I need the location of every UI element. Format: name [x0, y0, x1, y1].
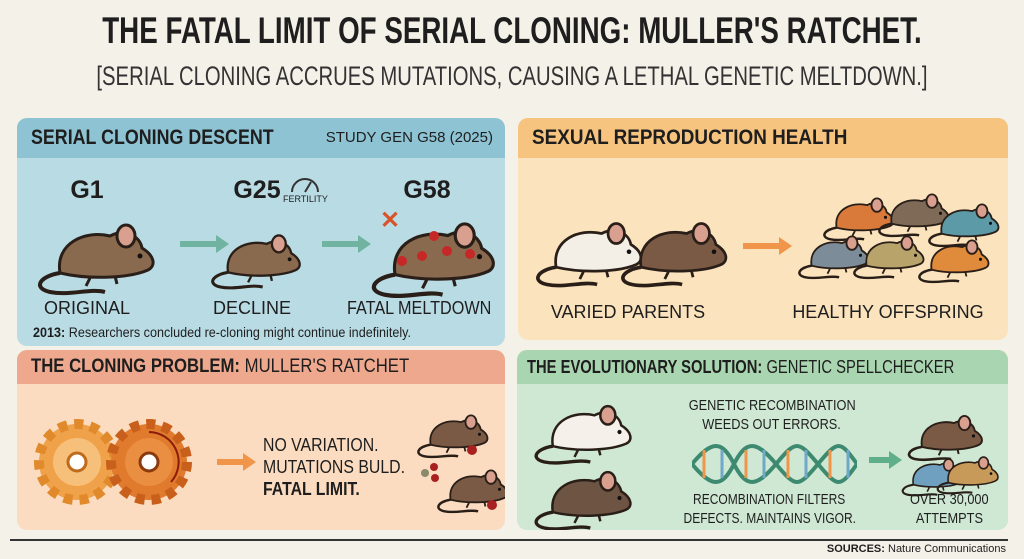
mouse-g58-mutated-icon: [362, 206, 502, 301]
problem-line: NO VARIATION.: [263, 435, 379, 455]
white-mouse-icon: [527, 392, 637, 467]
text-line: OVER 30,000: [909, 491, 989, 508]
dna-helix-icon: [692, 444, 857, 484]
note-year: 2013:: [33, 324, 66, 340]
varied-parents-label: VARIED PARENTS: [550, 302, 706, 322]
evolutionary-solution-title: THE EVOLUTIONARY SOLUTION: GENETIC SPELL…: [527, 357, 954, 378]
mutation-dots-icon: [421, 463, 439, 482]
failure-x-icon: ✕: [380, 207, 401, 234]
problem-text: NO VARIATION. MUTATIONS BULD. FATAL LIMI…: [263, 434, 405, 500]
cloning-problem-panel: THE CLONING PROBLEM: MULLER'S RATCHET NO…: [17, 350, 505, 530]
text-line: DEFECTS. MAINTAINS VIGOR.: [683, 510, 857, 527]
sources: SOURCES: Nature Communications: [827, 543, 1006, 555]
evolutionary-solution-panel: THE EVOLUTIONARY SOLUTION: GENETIC SPELL…: [517, 350, 1008, 530]
mouse-g25-icon: [205, 222, 305, 292]
fertility-badge: FERTILITY: [283, 194, 328, 204]
brown-mouse-icon: [527, 458, 637, 530]
text-line: ATTEMPTS: [915, 510, 983, 527]
text-line: RECOMBINATION FILTERS: [693, 491, 846, 508]
sexual-reproduction-panel: SEXUAL REPRODUCTION HEALTH VARIED PARENT…: [518, 118, 1008, 340]
problem-line: MUTATIONS BULD.: [263, 457, 405, 477]
mutated-mouse-icon: [412, 405, 492, 460]
problem-line-bold: FATAL LIMIT.: [263, 479, 360, 499]
mouse-g1-icon: [30, 208, 160, 298]
attempts-count: OVER 30,000 ATTEMPTS: [895, 490, 1003, 528]
stage-label: DECLINE: [212, 298, 292, 318]
mutated-mouse-icon: [432, 460, 505, 515]
recombination-top-text: GENETIC RECOMBINATION WEEDS OUT ERRORS.: [667, 396, 877, 434]
arrow-right-icon: [322, 235, 371, 253]
gen-label: G58: [403, 176, 451, 204]
ratchet-gears-icon: [34, 419, 192, 505]
serial-cloning-header: SERIAL CLONING DESCENT STUDY GEN G58 (20…: [17, 118, 505, 158]
sources-label: SOURCES:: [826, 543, 885, 555]
stage-label: ORIGINAL: [43, 298, 131, 318]
evolutionary-solution-header: THE EVOLUTIONARY SOLUTION: GENETIC SPELL…: [517, 350, 1008, 384]
study-gen-label: STUDY GEN G58 (2025): [325, 129, 493, 146]
arrow-right-icon: [869, 451, 902, 469]
arrow-right-icon: [217, 453, 256, 471]
fertility-gauge-icon: [291, 178, 319, 193]
note-text: Researchers concluded re-cloning might c…: [65, 324, 411, 340]
arrow-right-icon: [180, 235, 229, 253]
gen-label: G1: [70, 176, 104, 204]
footer-divider: [10, 539, 1008, 541]
sexual-reproduction-title: SEXUAL REPRODUCTION HEALTH: [532, 126, 848, 149]
cloning-problem-title: THE CLONING PROBLEM: MULLER'S RATCHET: [31, 356, 409, 378]
text-line: WEEDS OUT ERRORS.: [702, 416, 842, 433]
header-light: GENETIC SPELLCHECKER: [762, 357, 955, 377]
text-line: GENETIC RECOMBINATION: [688, 397, 856, 414]
serial-cloning-title: SERIAL CLONING DESCENT: [31, 126, 274, 149]
page-subtitle: [SERIAL CLONING ACCRUES MUTATIONS, CAUSI…: [96, 61, 928, 91]
note-2013: 2013: Researchers concluded re-cloning m…: [33, 324, 411, 340]
parent-mouse-icon: [613, 208, 733, 290]
sexual-reproduction-header: SEXUAL REPRODUCTION HEALTH: [518, 118, 1008, 158]
header-light: MULLER'S RATCHET: [240, 356, 410, 377]
healthy-offspring-label: HEALTHY OFFSPRING: [792, 302, 984, 322]
serial-cloning-panel: SERIAL CLONING DESCENT STUDY GEN G58 (20…: [17, 118, 505, 346]
healthy-mouse-icon: [932, 448, 1002, 496]
recombination-bottom-text: RECOMBINATION FILTERS DEFECTS. MAINTAINS …: [662, 490, 877, 528]
page-title: THE FATAL LIMIT OF SERIAL CLONING: MULLE…: [102, 10, 922, 51]
gen-label: G25: [233, 176, 281, 204]
sources-text: Nature Communications: [884, 543, 1006, 555]
cloning-problem-header: THE CLONING PROBLEM: MULLER'S RATCHET: [17, 350, 505, 384]
header-bold: THE EVOLUTIONARY SOLUTION:: [527, 357, 763, 377]
arrow-right-icon: [743, 237, 792, 255]
stage-label: FATAL MELTDOWN: [347, 298, 492, 318]
header-bold: THE CLONING PROBLEM:: [31, 356, 240, 377]
offspring-mouse-icon: [913, 230, 993, 285]
